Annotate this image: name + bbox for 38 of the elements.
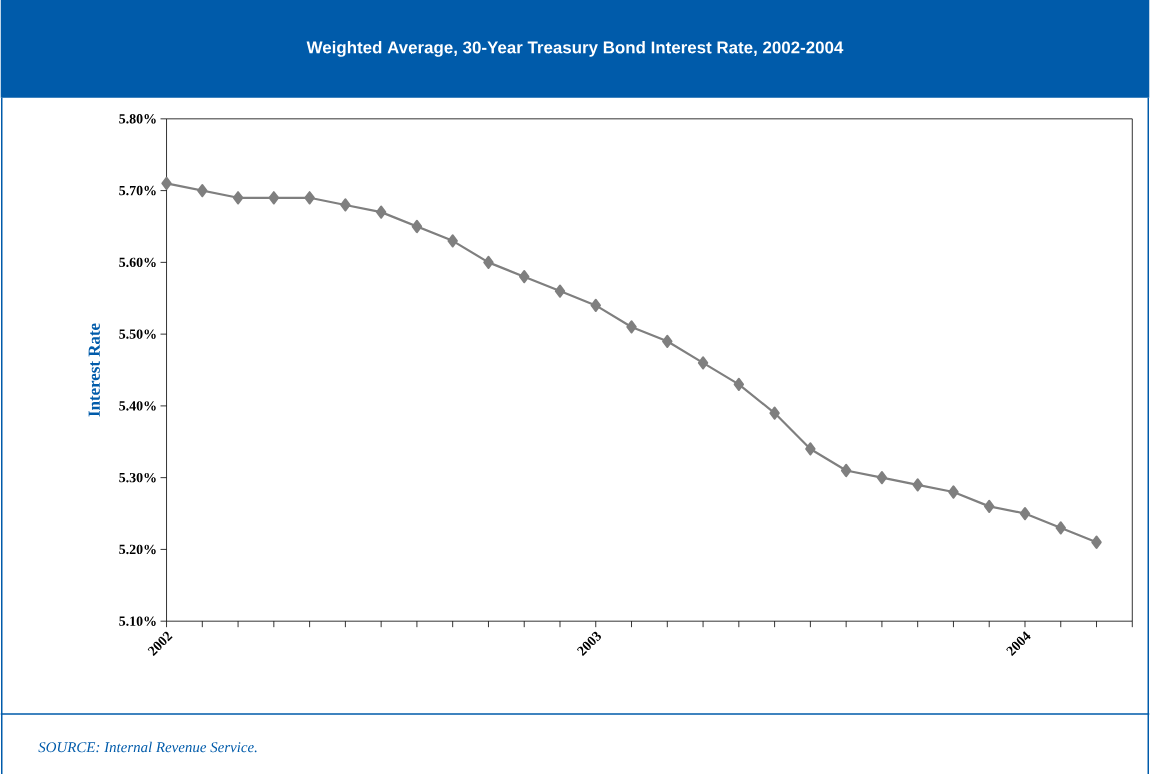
- point: [984, 499, 995, 514]
- y-tick-label: 5.80%: [119, 114, 156, 124]
- point: [411, 220, 423, 234]
- point: [268, 191, 280, 205]
- point: [697, 356, 709, 370]
- y-axis-title: Interest Rate: [88, 323, 100, 417]
- point: [232, 191, 244, 205]
- source-note: SOURCE: Internal Revenue Service.: [38, 741, 257, 753]
- point: [876, 471, 888, 485]
- point: [948, 485, 959, 499]
- point: [447, 234, 458, 248]
- y-tick-label: 5.70%: [119, 185, 156, 196]
- point: [554, 284, 566, 298]
- point: [340, 198, 351, 212]
- point: [805, 442, 816, 456]
- point: [840, 464, 852, 478]
- point: [197, 184, 208, 198]
- point: [912, 478, 923, 492]
- point: [519, 270, 530, 284]
- point: [304, 191, 315, 205]
- y-tick-label: 5.40%: [119, 401, 156, 411]
- point: [662, 334, 673, 349]
- point: [626, 320, 637, 334]
- point: [1019, 507, 1031, 521]
- point: [769, 406, 780, 420]
- y-tick-label: 5.20%: [119, 544, 156, 555]
- y-tick-label: 5.50%: [119, 329, 156, 339]
- y-tick-label: 5.60%: [119, 257, 156, 268]
- y-tick-label: 5.10%: [119, 616, 156, 627]
- chart-title: Weighted Average, 30-Year Treasury Bond Interest Rate, 2002-2004: [306, 41, 844, 57]
- point: [375, 205, 387, 219]
- point: [161, 176, 172, 191]
- point: [1091, 535, 1102, 549]
- point: [1055, 521, 1066, 535]
- point: [590, 298, 601, 313]
- point: [733, 377, 745, 392]
- point: [483, 255, 494, 270]
- y-tick-label: 5.30%: [119, 473, 156, 483]
